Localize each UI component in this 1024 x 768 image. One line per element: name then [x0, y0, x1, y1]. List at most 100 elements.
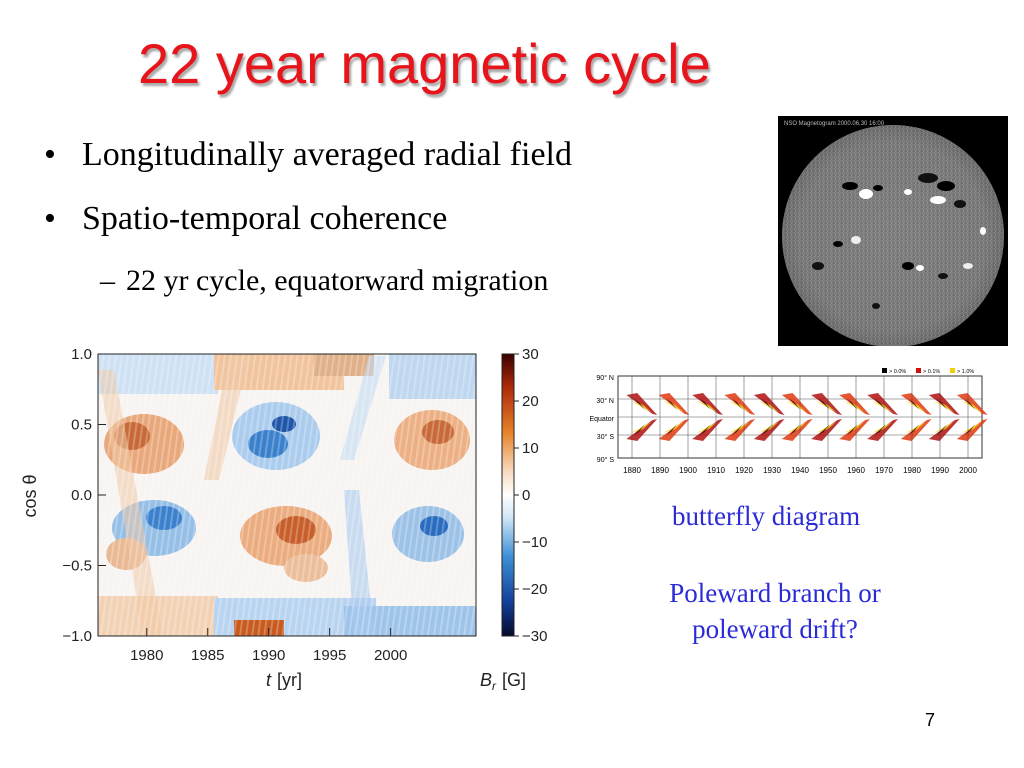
butterfly-wing-dark [634, 399, 645, 410]
butterfly-wing [900, 393, 932, 415]
butterfly-wing-core [631, 422, 652, 433]
butterfly-lat-label: 30° N [596, 397, 614, 405]
butterfly-wing-dark [874, 424, 886, 435]
butterfly-year-label: 1940 [791, 466, 809, 475]
butterfly-wing-core [815, 422, 836, 433]
butterfly-wing [928, 419, 960, 441]
y-tick-label: −0.5 [62, 558, 92, 575]
butterfly-wing-dark [964, 424, 976, 435]
sub-bullet-cycle: –22 yr cycle, equatorward migration [100, 266, 548, 296]
colorbar-subscript: r [492, 679, 497, 693]
butterfly-wing-dark [634, 424, 645, 435]
butterfly-legend-swatch [882, 368, 887, 373]
page-number: 7 [925, 710, 936, 730]
butterfly-year-label: 1980 [903, 466, 921, 475]
butterfly-latitude-axis: 90° N 30° N Equator 30° S 90° S [589, 374, 614, 464]
colorbar-tick-label: −30 [522, 628, 547, 645]
y-tick-label: 1.0 [71, 346, 92, 363]
bullet-text: Spatio-temporal coherence [82, 200, 448, 237]
butterfly-wing-dark [908, 399, 920, 410]
butterfly-wing [724, 419, 756, 441]
butterfly-wing-core [933, 422, 954, 433]
butterfly-wing [811, 419, 842, 441]
butterfly-wing-dark [908, 424, 920, 435]
bullet-dot: • [44, 136, 56, 173]
butterfly-year-label: 1930 [763, 466, 781, 475]
butterfly-wing [867, 393, 898, 415]
butterfly-legend-label: > 0.0% [889, 369, 906, 375]
colorbar-tick-label: 30 [522, 346, 539, 363]
y-axis: 1.0 0.5 0.0 −0.5 −1.0 [62, 346, 106, 645]
y-axis-label: cos θ [20, 474, 40, 517]
butterfly-wing [626, 419, 658, 441]
butterfly-caption: butterfly diagram [672, 501, 861, 531]
colorbar-unit: [G] [502, 670, 526, 690]
butterfly-wing-core [729, 422, 750, 433]
butterfly-legend: > 0.0% > 0.1% > 1.0% [882, 368, 974, 375]
colorbar-axis: 30 20 10 0 −10 −20 −30 [514, 346, 547, 645]
x-axis-unit: [yr] [277, 670, 302, 690]
butterfly-wing [928, 393, 960, 415]
x-tick-label: 1990 [252, 647, 285, 664]
butterfly-lat-label: 90° N [596, 374, 614, 382]
butterfly-wing-dark [666, 399, 678, 410]
y-tick-label: −1.0 [62, 628, 92, 645]
active-regions [812, 173, 986, 309]
slide-title: 22 year magnetic cycle [138, 32, 711, 95]
colorbar-tick-label: 20 [522, 393, 539, 410]
butterfly-year-label: 1960 [847, 466, 865, 475]
butterfly-year-axis: 1880 1890 1900 1910 1920 1930 1940 1950 1960 1970… [623, 376, 977, 475]
butterfly-lat-label: 30° S [597, 433, 615, 441]
butterfly-wing [956, 419, 988, 441]
butterfly-legend-swatch [950, 368, 955, 373]
x-axis-symbol: t [266, 670, 272, 690]
butterfly-wings [626, 393, 988, 441]
colorbar-tick-label: −20 [522, 581, 547, 598]
sub-bullet-dash: – [100, 264, 115, 297]
butterfly-wing-core [871, 401, 892, 412]
sub-bullet-text: 22 yr cycle, equatorward migration [126, 264, 549, 297]
butterfly-wing [658, 393, 690, 415]
colorbar [501, 353, 515, 637]
butterfly-lat-label: Equator [589, 416, 614, 423]
butterfly-wing-dark [789, 424, 801, 435]
butterfly-wing [692, 393, 723, 415]
poleward-question: Poleward branch or poleward drift? [640, 575, 910, 648]
butterfly-wing-core [961, 422, 982, 433]
radial-field-heatmap-figure: 1.0 0.5 0.0 −0.5 −1.0 1980 1985 1990 1995 2000 c… [14, 340, 564, 700]
butterfly-wing-dark [761, 424, 773, 435]
butterfly-wing [626, 393, 658, 415]
butterfly-wing-core [905, 401, 926, 412]
butterfly-year-label: 1900 [679, 466, 697, 475]
butterfly-legend-label: > 1.0% [957, 369, 974, 375]
butterfly-wing [753, 393, 785, 415]
butterfly-wing-dark [964, 399, 976, 410]
colorbar-label: Br [G] [480, 670, 526, 693]
butterfly-wing-dark [936, 424, 948, 435]
x-tick-label: 2000 [374, 647, 407, 664]
y-tick-label: 0.0 [71, 487, 92, 504]
bullet-radial-field: • Longitudinally averaged radial field [44, 138, 572, 172]
bullet-text: Longitudinally averaged radial field [82, 136, 572, 173]
butterfly-wing-core [961, 401, 982, 412]
x-tick-label: 1980 [130, 647, 163, 664]
x-tick-label: 1995 [313, 647, 346, 664]
butterfly-wing [753, 419, 785, 441]
butterfly-year-label: 1890 [651, 466, 669, 475]
butterfly-wing [900, 419, 932, 441]
y-tick-label: 0.5 [71, 417, 92, 434]
butterfly-year-label: 1880 [623, 466, 641, 475]
butterfly-wing [658, 419, 690, 441]
butterfly-year-label: 1970 [875, 466, 893, 475]
butterfly-wing-dark [874, 399, 886, 410]
colorbar-symbol: B [480, 670, 492, 690]
colorbar-tick-label: 10 [522, 440, 539, 457]
butterfly-wing-core [871, 422, 892, 433]
butterfly-wing-core [631, 401, 652, 412]
butterfly-diagram-figure: > 0.0% > 0.1% > 1.0% 90° N 30° N Equator 30° … [572, 366, 988, 478]
butterfly-wing-core [815, 401, 836, 412]
butterfly-wing-dark [846, 399, 858, 410]
butterfly-wing-core [696, 401, 717, 412]
butterfly-wing [692, 419, 723, 441]
butterfly-legend-label: > 0.1% [923, 369, 940, 375]
